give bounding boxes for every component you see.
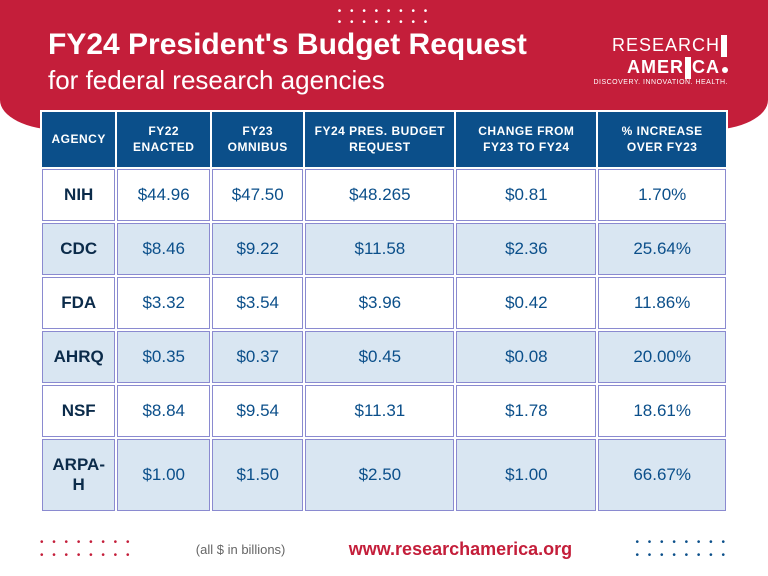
change-cell: $0.08	[456, 331, 596, 383]
fy23-cell: $9.22	[212, 223, 303, 275]
decorative-dots-top: • • • • • • • •• • • • • • • •	[338, 6, 430, 28]
fy24-cell: $48.265	[305, 169, 454, 221]
budget-table-container: AGENCYFY22 ENACTEDFY23 OMNIBUSFY24 PRES.…	[40, 110, 728, 513]
pct-cell: 66.67%	[598, 439, 726, 511]
column-header: % INCREASE OVER FY23	[598, 112, 726, 167]
footer: • • • • • • • •• • • • • • • • (all $ in…	[40, 536, 728, 562]
fy22-cell: $8.84	[117, 385, 210, 437]
table-row: ARPA-H$1.00$1.50$2.50$1.0066.67%	[42, 439, 726, 511]
pct-cell: 25.64%	[598, 223, 726, 275]
change-cell: $1.00	[456, 439, 596, 511]
change-cell: $0.42	[456, 277, 596, 329]
fy22-cell: $1.00	[117, 439, 210, 511]
agency: NIH	[42, 169, 115, 221]
fy22-cell: $0.35	[117, 331, 210, 383]
logo-word1: RESEARCH	[612, 35, 720, 55]
column-header: FY24 PRES. BUDGET REQUEST	[305, 112, 454, 167]
table-row: FDA$3.32$3.54$3.96$0.4211.86%	[42, 277, 726, 329]
change-cell: $1.78	[456, 385, 596, 437]
pct-cell: 18.61%	[598, 385, 726, 437]
title-line1: FY24 President's Budget Request	[48, 28, 527, 63]
agency: FDA	[42, 277, 115, 329]
column-header: FY23 OMNIBUS	[212, 112, 303, 167]
table-row: NIH$44.96$47.50$48.265$0.811.70%	[42, 169, 726, 221]
title-block: FY24 President's Budget Request for fede…	[48, 28, 527, 96]
fy24-cell: $3.96	[305, 277, 454, 329]
fy24-cell: $11.58	[305, 223, 454, 275]
pct-cell: 11.86%	[598, 277, 726, 329]
budget-table: AGENCYFY22 ENACTEDFY23 OMNIBUSFY24 PRES.…	[40, 110, 728, 513]
table-row: CDC$8.46$9.22$11.58$2.3625.64%	[42, 223, 726, 275]
logo-exclamation-icon	[685, 57, 691, 79]
fy23-cell: $47.50	[212, 169, 303, 221]
title-line2: for federal research agencies	[48, 65, 527, 96]
fy24-cell: $11.31	[305, 385, 454, 437]
decorative-dots-left: • • • • • • • •• • • • • • • •	[40, 536, 132, 562]
fy23-cell: $0.37	[212, 331, 303, 383]
logo-exclamation-icon	[721, 35, 727, 57]
decorative-dots-right: • • • • • • • •• • • • • • • •	[636, 536, 728, 562]
fy22-cell: $8.46	[117, 223, 210, 275]
fy24-cell: $0.45	[305, 331, 454, 383]
fy23-cell: $9.54	[212, 385, 303, 437]
change-cell: $2.36	[456, 223, 596, 275]
column-header: FY22 ENACTED	[117, 112, 210, 167]
column-header: AGENCY	[42, 112, 115, 167]
table-header-row: AGENCYFY22 ENACTEDFY23 OMNIBUSFY24 PRES.…	[42, 112, 726, 167]
table-row: NSF$8.84$9.54$11.31$1.7818.61%	[42, 385, 726, 437]
agency: CDC	[42, 223, 115, 275]
agency: NSF	[42, 385, 115, 437]
change-cell: $0.81	[456, 169, 596, 221]
logo-word2a: AMER	[627, 57, 684, 77]
agency: ARPA-H	[42, 439, 115, 511]
website-url: www.researchamerica.org	[349, 539, 572, 560]
agency: AHRQ	[42, 331, 115, 383]
fy23-cell: $3.54	[212, 277, 303, 329]
pct-cell: 1.70%	[598, 169, 726, 221]
logo-tagline: DISCOVERY. INNOVATION. HEALTH.	[593, 79, 728, 86]
fy22-cell: $44.96	[117, 169, 210, 221]
fy23-cell: $1.50	[212, 439, 303, 511]
fy24-cell: $2.50	[305, 439, 454, 511]
column-header: CHANGE FROM FY23 TO FY24	[456, 112, 596, 167]
pct-cell: 20.00%	[598, 331, 726, 383]
footnote: (all $ in billions)	[196, 542, 286, 557]
table-row: AHRQ$0.35$0.37$0.45$0.0820.00%	[42, 331, 726, 383]
research-america-logo: RESEARCH AMER CA DISCOVERY. INNOVATION. H…	[593, 32, 728, 86]
fy22-cell: $3.32	[117, 277, 210, 329]
logo-dot-icon	[722, 67, 728, 73]
logo-word2b: CA	[692, 57, 720, 77]
